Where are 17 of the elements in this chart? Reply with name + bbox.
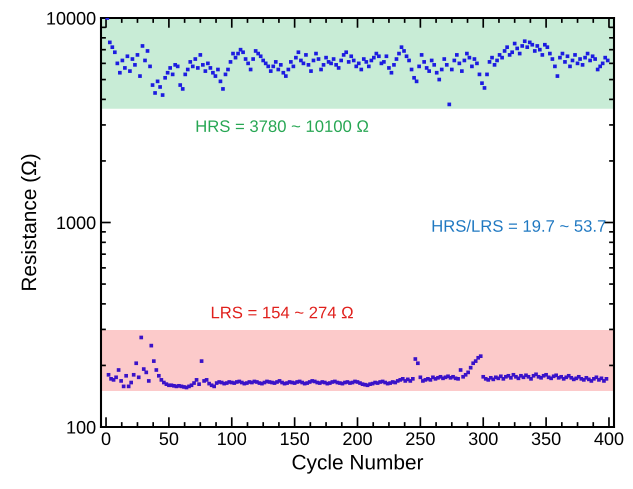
- y-tick-label: 10000: [47, 12, 96, 25]
- x-tick-label: 400: [594, 432, 624, 446]
- x-tick-label: 150: [280, 432, 309, 446]
- y-axis-title: Resistance (Ω): [20, 154, 40, 290]
- x-tick-label: 50: [160, 432, 178, 446]
- x-axis-title: Cycle Number: [292, 454, 424, 474]
- x-tick-label: 250: [406, 432, 435, 446]
- x-tick-label: 0: [102, 432, 110, 446]
- x-tick-label: 200: [343, 432, 372, 446]
- y-tick-label: 1000: [57, 216, 96, 230]
- band-label: HRS = 3780 ~ 10100 Ω: [196, 120, 368, 132]
- band-label: LRS = 154 ~ 274 Ω: [212, 306, 353, 318]
- annotation: HRS/LRS = 19.7 ~ 53.7: [432, 220, 606, 232]
- x-tick-label: 300: [468, 432, 498, 446]
- y-tick-label: 100: [67, 420, 96, 434]
- x-tick-label: 350: [532, 432, 560, 446]
- x-tick-label: 100: [218, 432, 246, 446]
